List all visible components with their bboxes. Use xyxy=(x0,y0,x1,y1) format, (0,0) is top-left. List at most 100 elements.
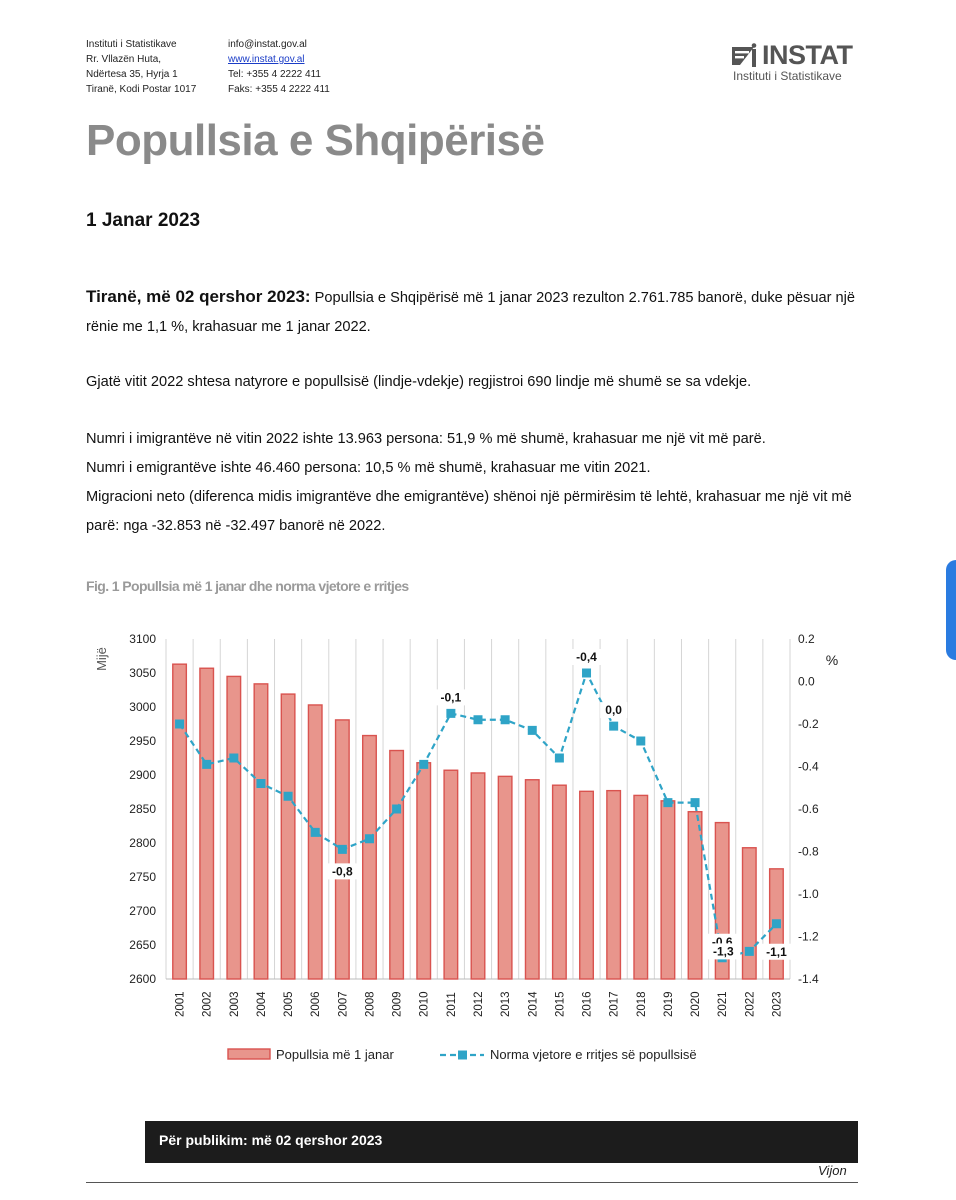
growth-point-2017 xyxy=(609,721,619,731)
y-left-tick-label: 3100 xyxy=(129,632,156,646)
y-left-tick-label: 2650 xyxy=(129,938,156,952)
legend-line-label: Norma vjetore e rritjes së popullsisë xyxy=(490,1047,697,1062)
x-tick-label: 2009 xyxy=(392,991,404,1017)
x-tick-label: 2014 xyxy=(527,991,539,1017)
bar-2009 xyxy=(389,749,405,980)
bar-2005 xyxy=(280,693,296,980)
bar-2003 xyxy=(226,675,242,980)
footer-divider xyxy=(86,1182,858,1183)
phone-text: Tel: +355 4 2222 411 xyxy=(228,69,321,80)
data-label-bg xyxy=(433,689,468,706)
y-right-tick-label: 0.0 xyxy=(798,675,815,689)
x-tick-label: 2003 xyxy=(229,991,241,1017)
intro-text: Popullsia e Shqipërisë më 1 janar 2023 r… xyxy=(86,290,855,335)
immigrants-line: Numri i imigrantëve në vitin 2022 ishte … xyxy=(86,431,766,447)
y-right-tick-label: -0.8 xyxy=(798,845,819,859)
email-text: info@instat.gov.al xyxy=(228,39,307,50)
x-tick-label: 2005 xyxy=(283,991,295,1017)
address-line: Instituti i Statistikave xyxy=(86,39,177,50)
continue-label: Vijon xyxy=(818,1163,847,1178)
bar-2019 xyxy=(660,800,676,980)
x-tick-label: 2020 xyxy=(690,991,702,1017)
address-line: Ndërtesa 35, Hyrja 1 xyxy=(86,69,178,80)
bar-2008 xyxy=(361,734,377,980)
y-right-tick-label: 0.2 xyxy=(798,632,815,646)
legend-bar-label: Popullsia më 1 janar xyxy=(276,1047,394,1062)
growth-point-2002 xyxy=(202,759,212,769)
growth-point-2023 xyxy=(771,919,781,929)
y-left-tick-label: 2850 xyxy=(129,802,156,816)
report-date: 1 Janar 2023 xyxy=(86,210,201,231)
intro-paragraph: Tiranë, më 02 qershor 2023: Popullsia e … xyxy=(86,282,866,342)
growth-point-2012 xyxy=(473,715,483,725)
growth-point-2022 xyxy=(744,946,754,956)
page-title: Popullsia e Shqipërisë xyxy=(86,116,545,165)
x-tick-label: 2004 xyxy=(256,991,268,1017)
growth-rate-line xyxy=(178,670,778,960)
y-right-axis-title: % xyxy=(826,652,838,668)
y-right-tick-label: -1.0 xyxy=(798,887,819,901)
data-label: -1,3 xyxy=(713,944,734,958)
side-scroll-tab[interactable] xyxy=(946,560,956,660)
x-tick-label: 2016 xyxy=(582,991,594,1017)
data-label-bg xyxy=(600,702,628,719)
x-tick-label: 2008 xyxy=(364,991,376,1017)
bar-2006 xyxy=(307,704,323,980)
growth-point-2005 xyxy=(283,791,293,801)
y-right-tick-label: -0.4 xyxy=(798,760,819,774)
growth-point-2010 xyxy=(419,759,429,769)
y-left-tick-label: 3050 xyxy=(129,666,156,680)
growth-point-2016 xyxy=(582,668,592,678)
y-left-tick-label: 2800 xyxy=(129,836,156,850)
growth-point-2004 xyxy=(256,779,266,788)
growth-point-2003 xyxy=(229,753,239,763)
data-label-bg xyxy=(569,649,604,665)
website-link[interactable]: www.instat.gov.al xyxy=(228,54,305,65)
y-left-axis-title: Mijë xyxy=(94,647,109,671)
population-chart: 3100 3050 3000 2950 2900 2850 2800 2750 2700 2650… xyxy=(94,632,838,1062)
migration-paragraph: Numri i imigrantëve në vitin 2022 ishte … xyxy=(86,425,866,541)
growth-point-2019 xyxy=(663,798,673,808)
data-label: -1,1 xyxy=(766,945,787,959)
y-left-tick-label: 2600 xyxy=(129,972,156,986)
instat-logo: INSTAT Instituti i Statistikave xyxy=(730,40,860,83)
y-right-tick-label: -0.6 xyxy=(798,802,819,816)
x-tick-label: 2017 xyxy=(609,991,621,1017)
x-tick-label: 2013 xyxy=(500,991,512,1017)
growth-point-2014 xyxy=(527,725,537,735)
y-left-tick-label: 2900 xyxy=(129,768,156,782)
bar-2018 xyxy=(633,794,649,980)
growth-point-2007 xyxy=(337,844,347,854)
figure-title: Fig. 1 Popullsia më 1 janar dhe norma vj… xyxy=(86,578,409,594)
logo-subtitle: Instituti i Statistikave xyxy=(733,69,842,83)
emigrants-line: Numri i emigrantëve ishte 46.460 persona… xyxy=(86,460,651,476)
bar-2011 xyxy=(443,769,459,980)
data-label-bg xyxy=(759,943,794,960)
bar-2004 xyxy=(253,683,269,980)
bar-2016 xyxy=(579,790,595,980)
bar-2001 xyxy=(172,663,188,980)
data-label: -0,1 xyxy=(441,690,462,704)
x-tick-label: 2023 xyxy=(771,991,783,1017)
growth-point-2015 xyxy=(554,753,564,763)
x-tick-label: 2011 xyxy=(446,992,458,1017)
x-tick-label: 2022 xyxy=(744,991,756,1017)
x-tick-label: 2015 xyxy=(554,991,566,1017)
address-line: Rr. Vllazën Huta, xyxy=(86,54,162,65)
net-migration-line: Migracioni neto (diferenca midis imigran… xyxy=(86,489,852,534)
growth-point-2011 xyxy=(446,708,456,718)
y-right-tick-label: -1.4 xyxy=(798,972,819,986)
data-label-bg xyxy=(706,943,741,960)
x-tick-label: 2021 xyxy=(717,991,729,1017)
growth-point-2001 xyxy=(175,719,185,729)
y-right-tick-label: -1.2 xyxy=(798,930,819,944)
bar-2013 xyxy=(497,775,513,980)
data-label: 0,0 xyxy=(605,703,622,717)
bar-2012 xyxy=(470,772,486,980)
data-label: -0,4 xyxy=(576,650,597,664)
bar-2020 xyxy=(687,811,703,980)
x-tick-label: 2010 xyxy=(419,991,431,1017)
y-left-tick-label: 2950 xyxy=(129,734,156,748)
bar-2014 xyxy=(524,779,540,980)
address-line: Tiranë, Kodi Postar 1017 xyxy=(86,84,197,95)
